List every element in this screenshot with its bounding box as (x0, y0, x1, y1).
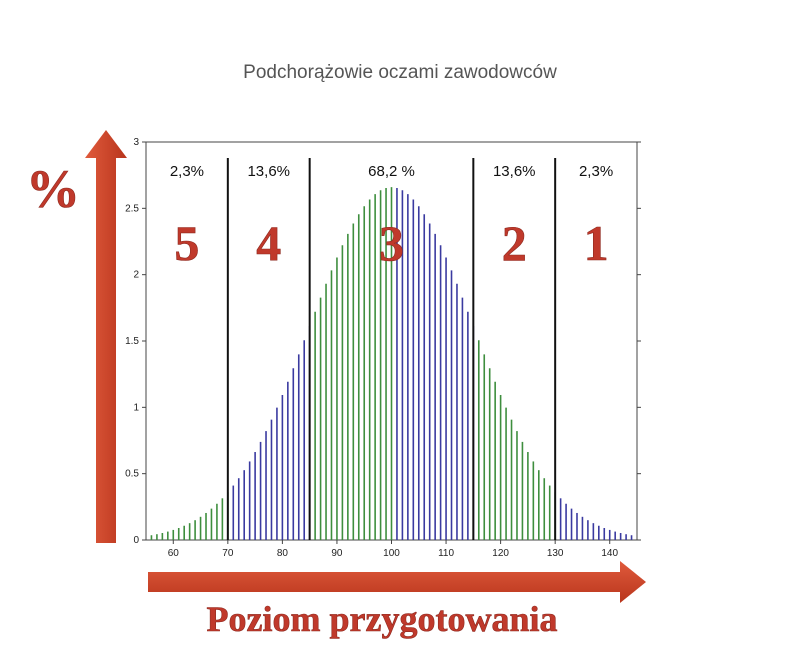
x-tick-label: 140 (601, 548, 618, 559)
y-tick-label: 3 (133, 137, 139, 148)
zone-percent-label: 2,3% (579, 163, 613, 180)
slide-title: Podchorążowie oczami zawodowców (243, 62, 557, 83)
x-tick-label: 60 (168, 548, 180, 559)
y-axis-symbol: % (26, 159, 80, 219)
x-axis-title: Poziom przygotowania (207, 599, 558, 639)
x-tick-label: 120 (492, 548, 509, 559)
y-arrow (85, 130, 127, 543)
x-tick-label: 110 (438, 548, 454, 559)
x-tick-label: 90 (331, 548, 343, 559)
ticks-layer: 60 70 80 90 100 110 120 130 140 0 0.5 1 1.5 2 2.5 3 (125, 137, 641, 559)
x-arrow (148, 561, 646, 603)
zone-number: 1 (584, 215, 609, 271)
zone-percent-label: 13,6% (247, 163, 290, 180)
y-tick-label: 1 (133, 402, 139, 413)
y-tick-label: 2.5 (125, 203, 139, 214)
zone-percent-label: 2,3% (170, 163, 204, 180)
zone-number: 5 (174, 215, 199, 271)
y-tick-label: 2 (133, 270, 139, 281)
zone-number: 2 (502, 215, 527, 271)
dividers-layer (226, 158, 557, 540)
zones-layer: 2,3% 5 13,6% 4 68,2 % 3 13,6% 2 2,3% 1 (170, 163, 613, 271)
x-tick-label: 70 (222, 548, 234, 559)
zone-number: 3 (379, 215, 404, 271)
zone-number: 4 (256, 215, 281, 271)
y-tick-label: 1.5 (125, 336, 139, 347)
x-tick-label: 80 (277, 548, 289, 559)
y-tick-label: 0.5 (125, 469, 139, 480)
bars-layer (150, 187, 633, 540)
x-tick-label: 100 (383, 548, 400, 559)
zone-percent-label: 13,6% (493, 163, 536, 180)
zone-percent-label: 68,2 % (368, 163, 415, 180)
y-tick-label: 0 (133, 535, 139, 546)
x-tick-label: 130 (547, 548, 564, 559)
